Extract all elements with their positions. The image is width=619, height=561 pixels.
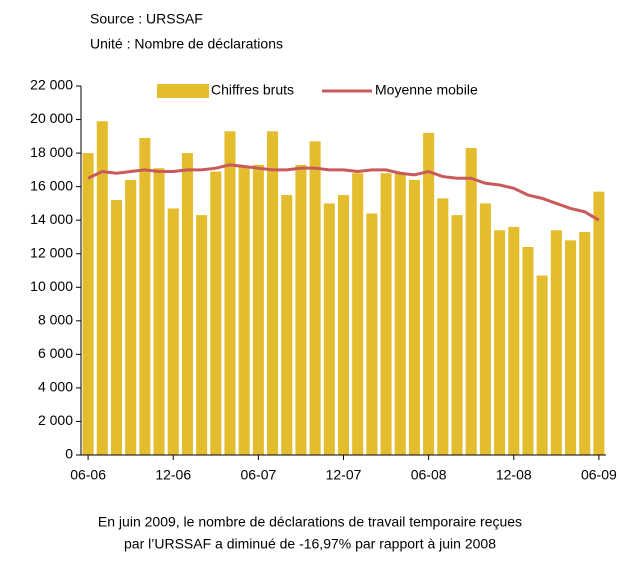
bar (550, 230, 562, 455)
bar (494, 230, 506, 455)
subtitle: Source : URSSAF (90, 11, 203, 27)
y-tick-label: 2 000 (38, 412, 73, 428)
caption: par l’URSSAF a diminué de -16,97% par ra… (124, 536, 496, 552)
bar (380, 173, 392, 455)
x-tick-label: 12-08 (496, 467, 532, 483)
y-tick-label: 20 000 (30, 110, 73, 126)
bar (181, 153, 193, 455)
bar (423, 132, 435, 456)
subtitle: Unité : Nombre de déclarations (90, 36, 283, 52)
bar (238, 166, 250, 455)
bar (522, 247, 534, 455)
y-tick-label: 12 000 (30, 244, 73, 260)
x-tick-label: 06-07 (240, 467, 276, 483)
y-tick-label: 10 000 (30, 278, 73, 294)
x-tick-label: 06-09 (581, 467, 617, 483)
bar (451, 215, 463, 455)
bar (337, 195, 350, 456)
bar (593, 191, 605, 455)
bar (479, 203, 491, 455)
bar (366, 213, 378, 455)
bar (210, 171, 222, 456)
x-tick-label: 06-06 (70, 467, 106, 483)
legend-label: Chiffres bruts (211, 82, 294, 98)
x-tick-label: 12-07 (326, 467, 362, 483)
bar (408, 179, 420, 455)
bar (153, 168, 165, 455)
bar (309, 141, 321, 455)
bar (295, 164, 307, 455)
y-tick-label: 4 000 (38, 379, 73, 395)
bar (465, 148, 477, 456)
bar (82, 153, 94, 455)
y-tick-label: 22 000 (30, 77, 73, 93)
y-tick-label: 16 000 (30, 177, 73, 193)
bar (167, 208, 179, 455)
bar (437, 198, 449, 456)
y-tick-label: 6 000 (38, 345, 73, 361)
x-tick-label: 12-06 (155, 467, 191, 483)
bar (224, 131, 236, 455)
bar (394, 173, 406, 455)
bar (281, 195, 293, 456)
bar (96, 121, 108, 456)
bar (139, 137, 151, 455)
bar (110, 200, 123, 455)
x-tick-label: 06-08 (411, 467, 447, 483)
bar (252, 164, 264, 455)
bar (125, 179, 137, 455)
y-tick-label: 18 000 (30, 144, 73, 160)
bar (564, 240, 577, 455)
bar (579, 231, 591, 455)
bar (352, 173, 364, 455)
y-tick-label: 8 000 (38, 312, 73, 328)
legend-label: Moyenne mobile (375, 82, 478, 98)
legend-swatch (157, 84, 209, 98)
bar (196, 215, 208, 455)
bar (323, 203, 335, 455)
bar (536, 275, 548, 455)
line (87, 163, 600, 222)
bar (267, 131, 279, 455)
y-tick-label: 0 (65, 446, 73, 462)
y-tick-label: 14 000 (30, 211, 73, 227)
bar (508, 226, 520, 455)
caption: En juin 2009, le nombre de déclarations … (98, 514, 522, 530)
